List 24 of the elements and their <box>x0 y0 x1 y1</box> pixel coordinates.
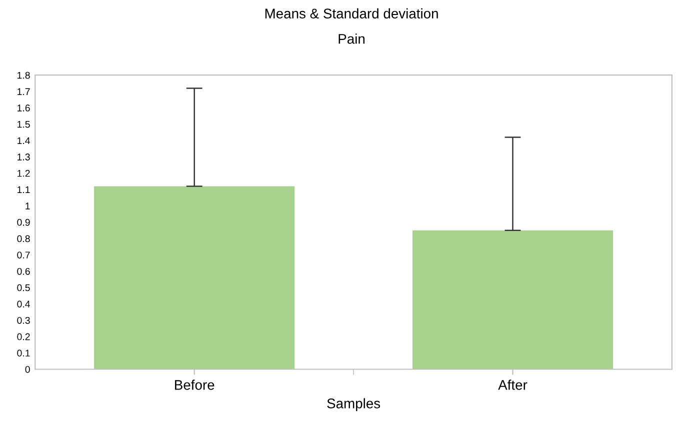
x-tick-label: After <box>498 380 528 390</box>
y-tick-label: 1 <box>26 202 30 210</box>
y-tick-label: 0.8 <box>17 235 30 242</box>
y-tick-label: 0.4 <box>17 300 30 308</box>
y-tick-label: 1.5 <box>18 120 30 128</box>
y-tick-label: 1.7 <box>18 88 30 95</box>
y-tick-label: 0.1 <box>17 350 30 357</box>
y-tick-label: 1.2 <box>18 170 30 177</box>
y-tick-label: 0.9 <box>17 218 30 226</box>
y-tick-label: 1.6 <box>18 104 30 112</box>
chart-title: Means & Standard deviation <box>265 8 438 18</box>
y-tick-label: 0.7 <box>17 252 30 258</box>
y-tick-label: 1.3 <box>18 154 30 160</box>
y-tick-label: 1.8 <box>18 72 30 79</box>
y-tick-label: 0 <box>25 366 30 373</box>
y-tick-label: 0.5 <box>17 284 30 292</box>
y-tick-label: 1.1 <box>18 186 30 194</box>
x-axis-title: Samples <box>327 398 380 412</box>
y-tick-label: 1.4 <box>18 137 30 144</box>
y-tick-label: 0.6 <box>17 268 30 275</box>
y-tick-label: 0.3 <box>17 316 30 324</box>
chart-subtitle: Pain <box>338 34 365 44</box>
y-tick-label: 0.2 <box>17 333 30 340</box>
x-tick-label: Before <box>175 380 214 390</box>
